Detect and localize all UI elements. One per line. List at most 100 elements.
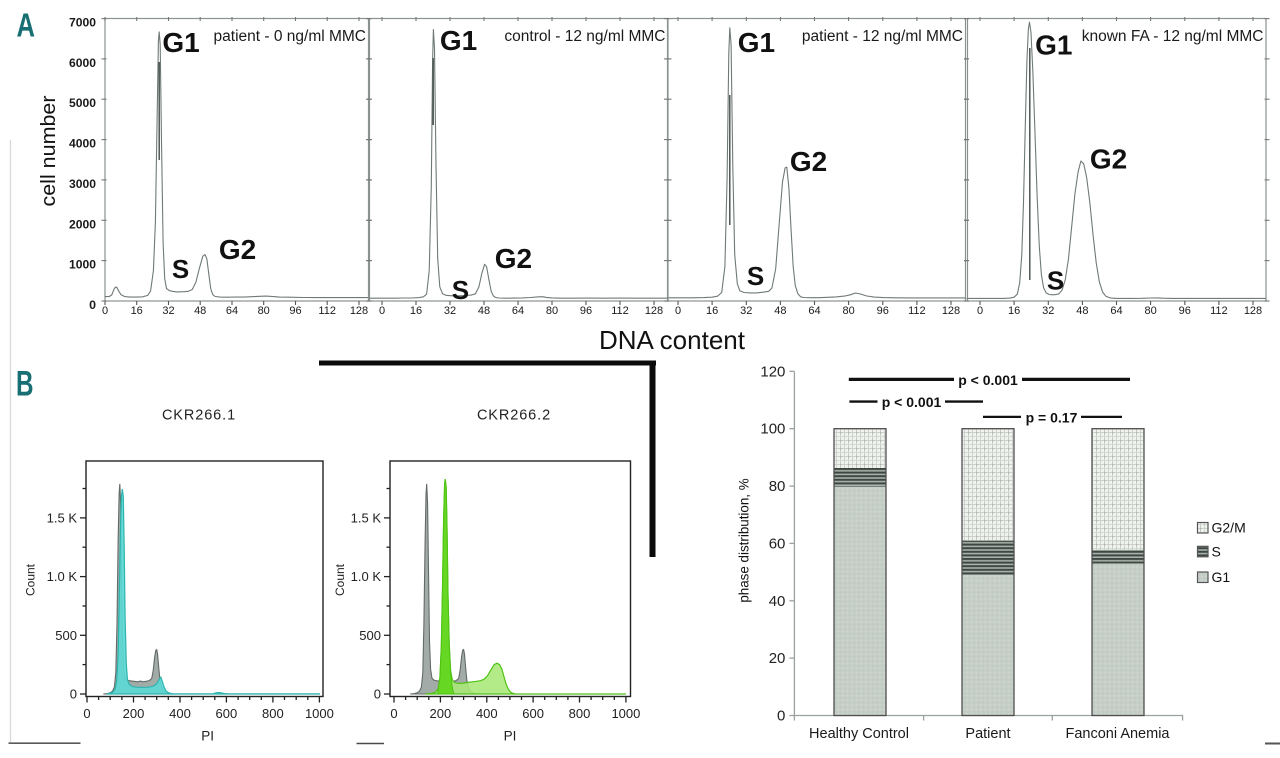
svg-text:p < 0.001: p < 0.001 [958,372,1018,388]
svg-text:600: 600 [522,706,544,721]
svg-text:800: 800 [262,706,284,721]
svg-text:S: S [1047,266,1064,296]
svg-text:96: 96 [580,305,592,317]
svg-text:0: 0 [70,687,77,702]
svg-text:5000: 5000 [69,98,96,110]
svg-text:1000: 1000 [305,706,334,721]
svg-text:S: S [172,254,189,284]
svg-text:500: 500 [359,628,381,643]
svg-text:0: 0 [390,706,397,721]
svg-text:0: 0 [379,305,385,317]
svg-text:80: 80 [842,305,854,317]
svg-text:control - 12 ng/ml MMC: control - 12 ng/ml MMC [504,28,665,45]
svg-text:200: 200 [430,706,452,721]
svg-text:G1: G1 [1035,30,1072,61]
svg-text:400: 400 [476,706,498,721]
svg-text:32: 32 [1042,305,1054,317]
svg-text:1.0 K: 1.0 K [351,569,382,584]
svg-text:40: 40 [769,593,786,610]
svg-text:120: 120 [760,363,785,380]
svg-text:G2/M: G2/M [1212,520,1246,536]
svg-text:32: 32 [444,305,456,317]
svg-text:64: 64 [512,305,524,317]
svg-text:Healthy Control: Healthy Control [809,726,909,742]
svg-text:G1: G1 [1212,569,1231,585]
svg-text:60: 60 [769,535,786,552]
svg-text:0: 0 [374,687,381,702]
svg-text:1000: 1000 [611,706,640,721]
svg-text:200: 200 [123,706,145,721]
svg-text:S: S [1212,543,1221,559]
svg-text:1.5 K: 1.5 K [351,510,382,525]
svg-text:128: 128 [1244,305,1262,317]
svg-text:7000: 7000 [69,18,96,30]
svg-text:80: 80 [769,478,786,495]
svg-text:0: 0 [89,300,96,312]
svg-text:80: 80 [258,305,270,317]
svg-text:0: 0 [977,305,983,317]
svg-text:1.5 K: 1.5 K [47,510,78,525]
svg-text:Count: Count [333,563,347,596]
svg-text:known FA - 12 ng/ml MMC: known FA - 12 ng/ml MMC [1082,28,1264,45]
svg-text:48: 48 [1076,305,1088,317]
svg-text:2000: 2000 [69,219,96,231]
svg-text:16: 16 [131,305,143,317]
svg-text:0: 0 [675,305,681,317]
svg-text:600: 600 [216,706,238,721]
svg-text:20: 20 [769,650,786,667]
svg-text:CKR266.2: CKR266.2 [477,408,551,424]
svg-text:G1: G1 [738,27,775,58]
svg-text:500: 500 [55,628,77,643]
svg-text:4000: 4000 [69,139,96,151]
svg-text:patient - 12 ng/ml MMC: patient - 12 ng/ml MMC [802,28,963,45]
svg-text:3000: 3000 [69,179,96,191]
svg-text:phase distribution, %: phase distribution, % [737,478,752,602]
svg-text:64: 64 [226,305,238,317]
svg-text:96: 96 [877,305,889,317]
svg-text:32: 32 [162,305,174,317]
svg-text:S: S [452,275,469,305]
svg-text:96: 96 [289,305,301,317]
svg-text:p < 0.001: p < 0.001 [882,394,942,410]
svg-text:112: 112 [318,305,336,317]
svg-text:cell number: cell number [38,95,60,206]
svg-text:Fanconi Anemia: Fanconi Anemia [1066,726,1171,742]
svg-text:96: 96 [1179,305,1191,317]
svg-text:PI: PI [504,729,517,744]
svg-text:80: 80 [546,305,558,317]
svg-text:DNA content: DNA content [599,325,746,355]
svg-text:32: 32 [740,305,752,317]
svg-text:16: 16 [706,305,718,317]
svg-text:16: 16 [1008,305,1020,317]
svg-text:1.0 K: 1.0 K [47,569,78,584]
svg-text:100: 100 [760,421,785,438]
svg-text:0: 0 [777,708,785,725]
svg-text:G1: G1 [162,27,199,58]
svg-text:G2: G2 [790,146,827,177]
svg-text:B: B [16,364,34,404]
svg-text:1000: 1000 [69,260,96,272]
svg-text:p = 0.17: p = 0.17 [1026,409,1078,425]
svg-text:A: A [17,8,36,45]
svg-text:48: 48 [478,305,490,317]
svg-text:128: 128 [350,305,368,317]
svg-text:PI: PI [201,729,214,744]
svg-text:112: 112 [1210,305,1228,317]
svg-text:0: 0 [83,706,90,721]
svg-text:64: 64 [808,305,820,317]
svg-text:128: 128 [942,305,960,317]
svg-text:64: 64 [1110,305,1122,317]
svg-text:Count: Count [23,563,37,596]
svg-text:Patient: Patient [965,726,1010,742]
svg-text:0: 0 [102,305,108,317]
svg-text:CKR266.1: CKR266.1 [162,408,236,424]
svg-text:G1: G1 [440,25,477,56]
svg-text:6000: 6000 [69,58,96,70]
svg-text:G2: G2 [495,243,532,274]
svg-text:48: 48 [194,305,206,317]
svg-text:128: 128 [645,305,663,317]
svg-text:400: 400 [169,706,191,721]
svg-text:16: 16 [410,305,422,317]
svg-text:patient - 0 ng/ml MMC: patient - 0 ng/ml MMC [214,28,366,45]
svg-text:G2: G2 [219,234,256,265]
